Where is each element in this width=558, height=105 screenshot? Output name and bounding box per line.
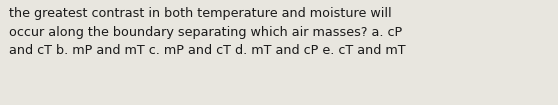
Text: the greatest contrast in both temperature and moisture will
occur along the boun: the greatest contrast in both temperatur… bbox=[9, 7, 406, 57]
